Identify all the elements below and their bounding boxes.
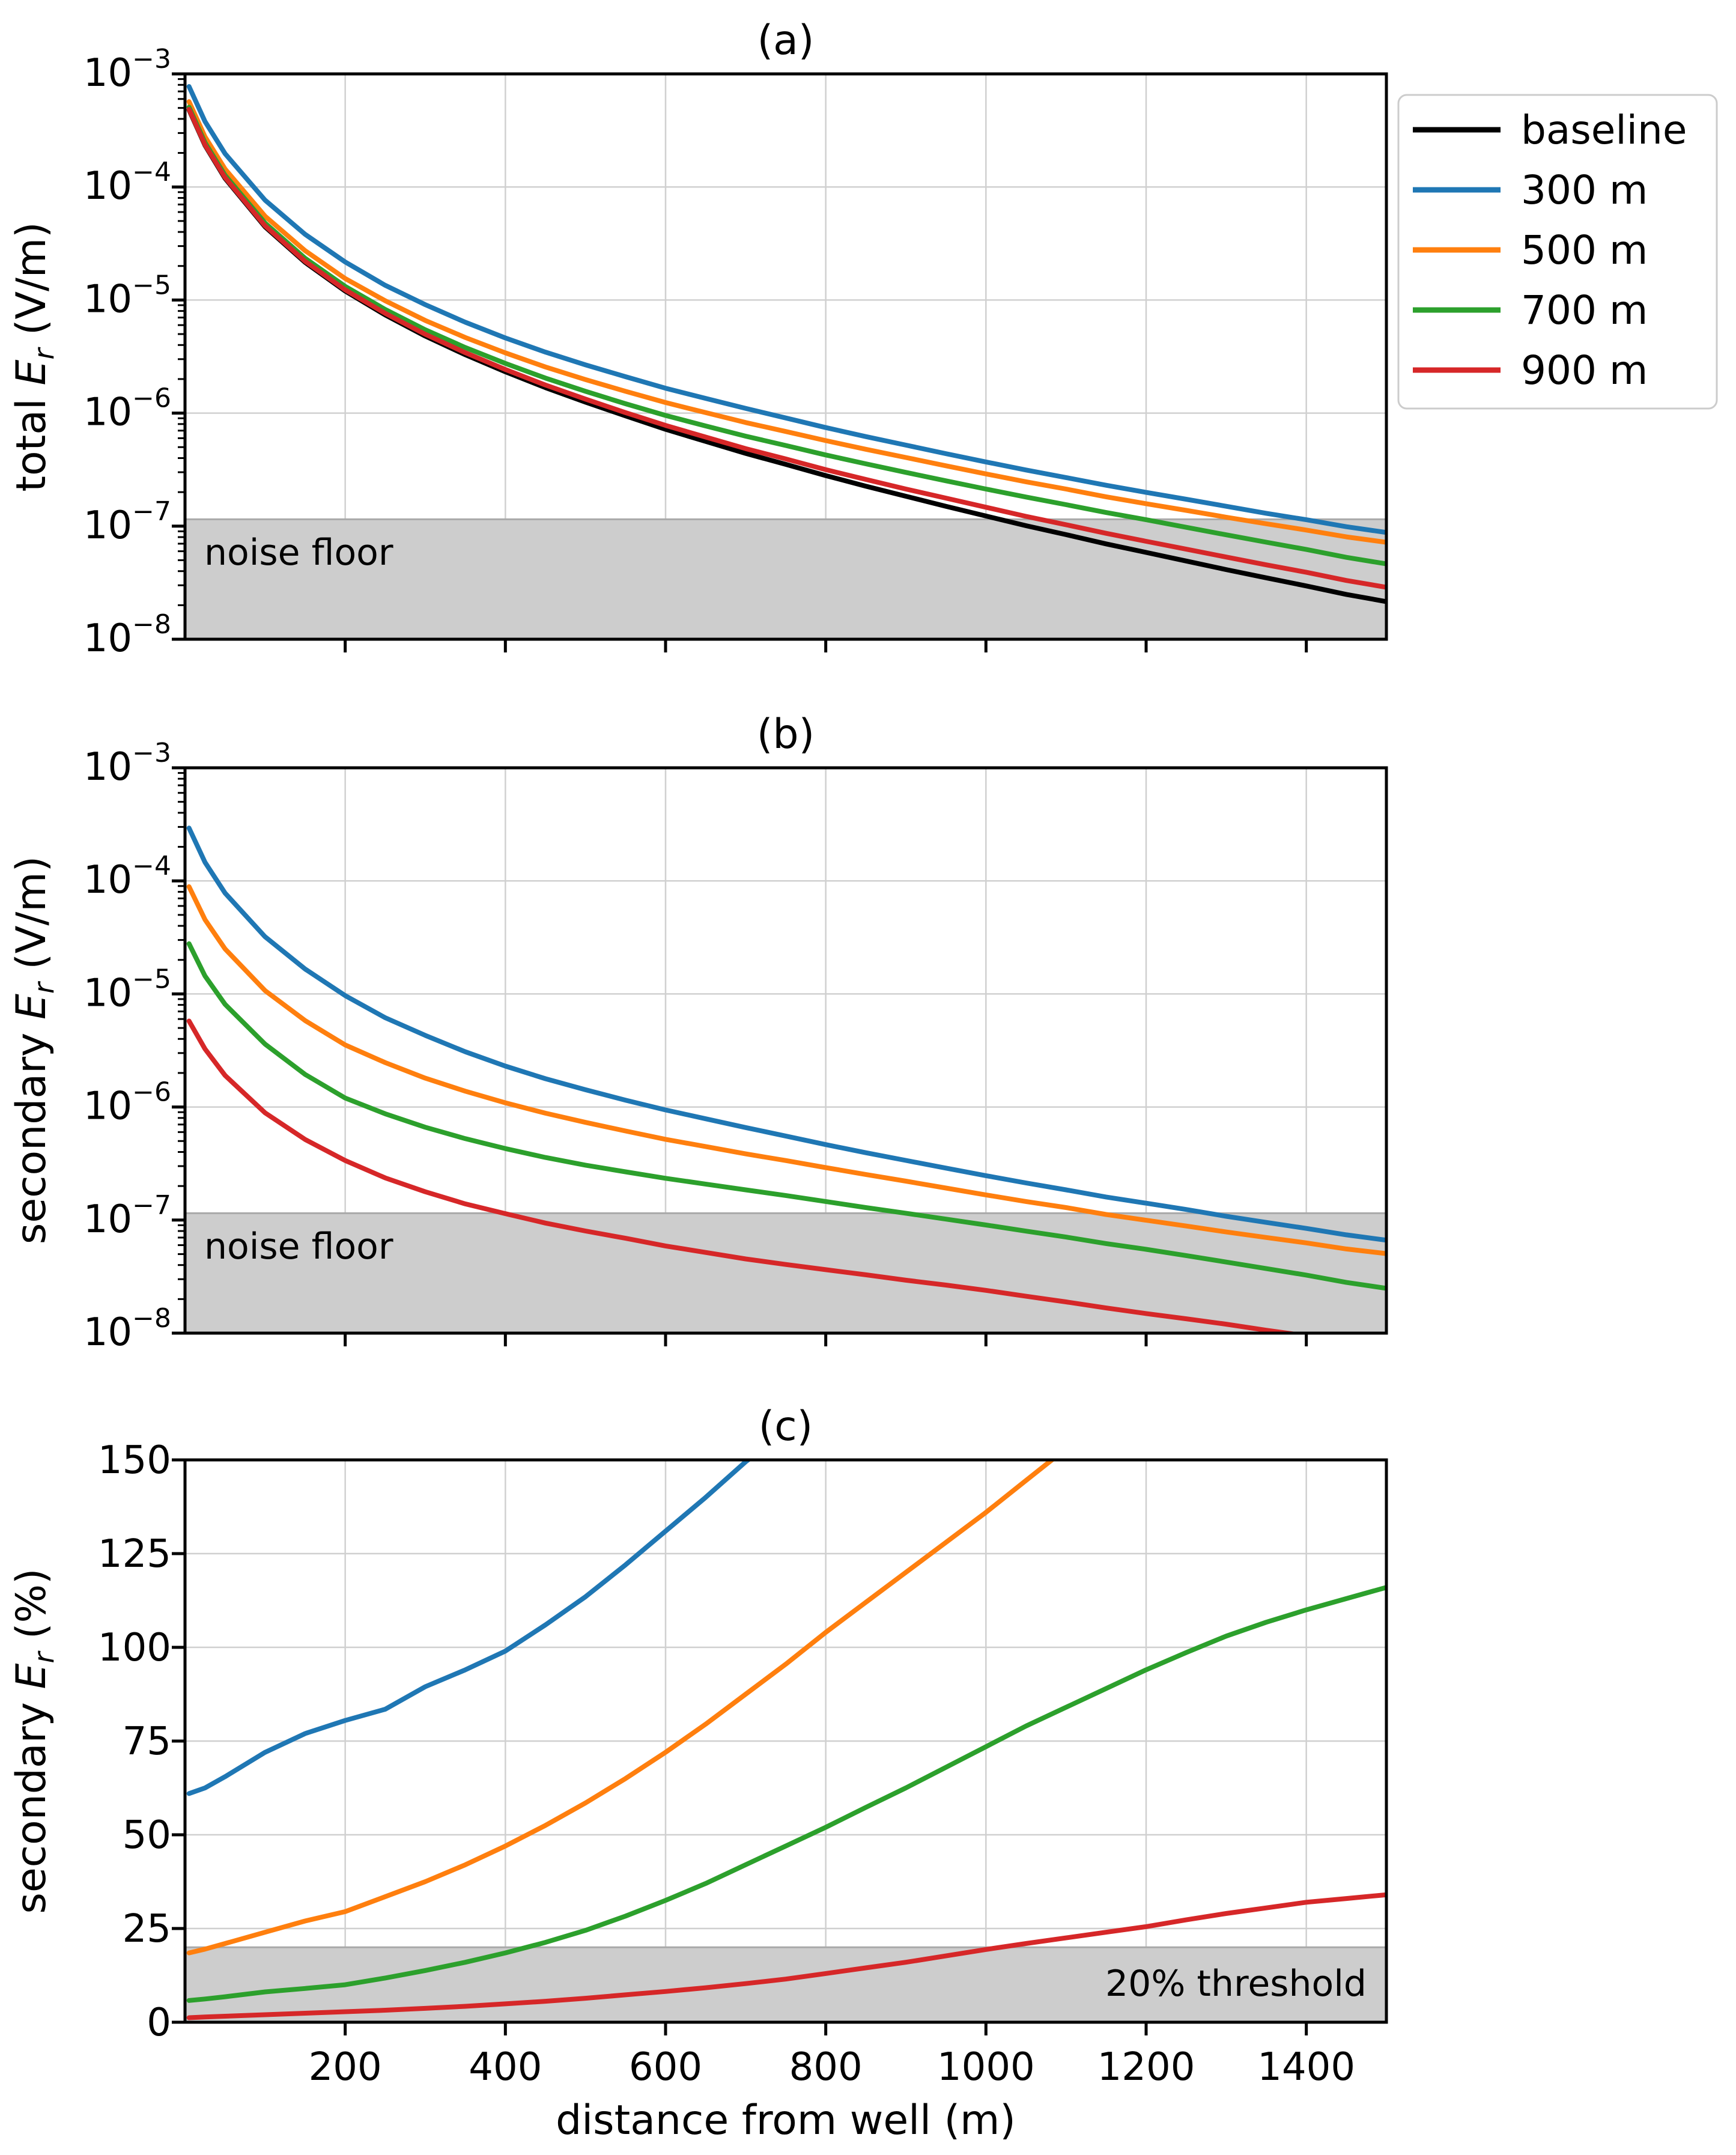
curve-700m-b xyxy=(186,941,1386,1291)
ytick-label: 10−7 xyxy=(83,1190,171,1242)
shade-region-a xyxy=(185,519,1386,639)
noise-floor-label-a: noise floor xyxy=(204,532,393,574)
curve-700m-c xyxy=(186,1585,1386,2003)
panel-c-ylabel: secondary Er (%) xyxy=(8,1568,60,1913)
panel-a-ylabel: total Er (V/m) xyxy=(8,222,60,491)
curve-700m-a xyxy=(186,105,1386,567)
curve-300m-c xyxy=(186,1460,753,1796)
legend-box xyxy=(1397,94,1718,410)
xtick-label: 400 xyxy=(469,2045,542,2090)
spines-a xyxy=(183,72,1388,641)
ytick-label: 100 xyxy=(98,1626,171,1670)
ytick-label: 10−6 xyxy=(83,383,171,435)
legend-label-700m: 700 m xyxy=(1521,287,1648,333)
ticks-b xyxy=(172,766,1308,1346)
ytick-label: 10−4 xyxy=(83,157,171,208)
xtick-label: 200 xyxy=(309,2045,382,2090)
curves-c xyxy=(186,1460,1386,2020)
curve-900m-a xyxy=(186,107,1386,590)
xtick-label: 800 xyxy=(789,2045,863,2090)
ticks-a xyxy=(172,72,1308,652)
legend-label-baseline: baseline xyxy=(1521,107,1687,153)
legend-label-500m: 500 m xyxy=(1521,227,1648,273)
ytick-label: 75 xyxy=(123,1719,171,1764)
ytick-label: 25 xyxy=(123,1907,171,1951)
noise-floor-label-b: noise floor xyxy=(204,1226,393,1268)
ytick-label: 10−5 xyxy=(83,964,171,1015)
ytick-label: 10−5 xyxy=(83,270,171,321)
panel-c-title: (c) xyxy=(759,1403,813,1450)
ticks-c xyxy=(172,1458,1308,2035)
plot-render-root: 10−3 10−4 10−5 10−6 10−7 10−8 10−3 10−4 10−5 10−6… xyxy=(83,44,1388,2090)
panel-c: 0 25 50 75 100 125 150 200 400 600 800 1000 1200 1400 xyxy=(98,1438,1388,2090)
legend-label-900m: 900 m xyxy=(1521,347,1648,394)
curves-b xyxy=(186,825,1386,1333)
xtick-label: 1400 xyxy=(1257,2045,1355,2090)
curve-500m-b xyxy=(186,884,1386,1256)
x-axis-label: distance from well (m) xyxy=(556,2097,1016,2144)
legend-label-300m: 300 m xyxy=(1521,167,1648,213)
legend: baseline 300 m 500 m 700 m 900 m xyxy=(1397,94,1718,410)
ytick-label: 150 xyxy=(98,1438,171,1483)
ytick-label: 10−6 xyxy=(83,1077,171,1129)
curve-900m-b xyxy=(186,1018,1305,1333)
panel-b-title: (b) xyxy=(757,711,815,758)
ytick-label: 10−3 xyxy=(83,738,171,789)
curve-300m-b xyxy=(186,825,1386,1243)
xtick-label: 1200 xyxy=(1097,2045,1195,2090)
xtick-label: 1000 xyxy=(937,2045,1035,2090)
panel-b: 10−3 10−4 10−5 10−6 10−7 10−8 xyxy=(83,738,1388,1355)
curves-a xyxy=(186,84,1386,604)
threshold-label-c: 20% threshold xyxy=(1105,1963,1367,2005)
curve-300m-a xyxy=(186,84,1386,535)
curve-500m-a xyxy=(186,99,1386,545)
ytick-label: 10−7 xyxy=(83,496,171,548)
grid-c xyxy=(185,1460,1386,2022)
shade-region-b xyxy=(185,1213,1386,1333)
xtick-label: 600 xyxy=(629,2045,702,2090)
panel-a-title: (a) xyxy=(757,17,815,64)
ytick-label: 50 xyxy=(123,1813,171,1858)
curve-900m-c xyxy=(186,1892,1386,2020)
spines-b xyxy=(183,766,1388,1335)
ytick-label: 10−4 xyxy=(83,851,171,902)
ytick-label: 10−8 xyxy=(83,1303,171,1355)
ytick-label: 0 xyxy=(147,2001,171,2045)
ytick-label: 10−3 xyxy=(83,44,171,96)
panel-a: 10−3 10−4 10−5 10−6 10−7 10−8 xyxy=(83,44,1388,661)
ytick-label: 10−8 xyxy=(83,609,171,661)
panel-b-ylabel: secondary Er (V/m) xyxy=(8,856,60,1244)
curve-500m-c xyxy=(186,1460,1056,1956)
ytick-label: 125 xyxy=(98,1532,171,1576)
